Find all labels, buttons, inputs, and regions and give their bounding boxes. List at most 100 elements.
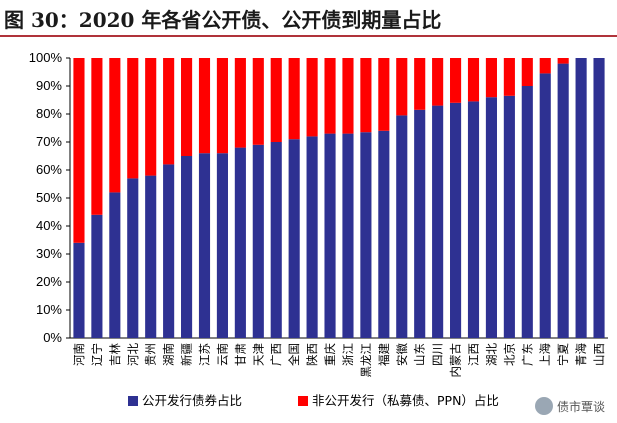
x-tick-label: 河北 bbox=[126, 343, 140, 366]
bar-public bbox=[450, 102, 462, 338]
bar-nonpublic bbox=[503, 58, 515, 96]
bar-public bbox=[575, 58, 587, 338]
bar-public bbox=[234, 147, 246, 338]
bar-public bbox=[593, 58, 605, 338]
x-tick-label: 宁夏 bbox=[556, 343, 570, 366]
x-tick-label: 湖南 bbox=[162, 343, 176, 366]
y-tick-label: 30% bbox=[36, 246, 62, 261]
y-tick-label: 0% bbox=[43, 330, 62, 345]
bar-nonpublic bbox=[414, 58, 426, 110]
x-tick-label: 天津 bbox=[251, 343, 265, 366]
bar-nonpublic bbox=[306, 58, 318, 137]
bar-nonpublic bbox=[145, 58, 157, 176]
bar-nonpublic bbox=[521, 58, 533, 86]
y-tick-label: 50% bbox=[36, 190, 62, 205]
bar-nonpublic bbox=[91, 58, 103, 215]
bar-public bbox=[181, 156, 193, 338]
bar-nonpublic bbox=[539, 58, 551, 74]
bar-public bbox=[288, 139, 300, 338]
bar-nonpublic bbox=[288, 58, 300, 140]
bar-nonpublic bbox=[127, 58, 139, 179]
bar-nonpublic bbox=[234, 58, 246, 148]
bar-public bbox=[360, 132, 372, 338]
bar-nonpublic bbox=[378, 58, 390, 131]
legend-swatch-public bbox=[128, 396, 138, 406]
bar-nonpublic bbox=[485, 58, 497, 98]
bar-nonpublic bbox=[73, 58, 85, 243]
x-tick-label: 青海 bbox=[574, 343, 588, 366]
bar-public bbox=[485, 97, 497, 338]
bar-nonpublic bbox=[467, 58, 480, 102]
bar-public bbox=[414, 109, 426, 338]
bar-public bbox=[163, 164, 175, 338]
legend-label-nonpublic: 非公开发行（私募债、PPN）占比 bbox=[312, 393, 499, 408]
x-tick-label: 云南 bbox=[215, 343, 229, 366]
x-tick-label: 福建 bbox=[377, 343, 391, 366]
bar-nonpublic bbox=[342, 58, 354, 134]
y-tick-label: 90% bbox=[36, 78, 62, 93]
bar-nonpublic bbox=[252, 58, 264, 145]
page-title: 图 30：2020 年各省公开债、公开债到期量占比 bbox=[4, 8, 442, 32]
y-tick-label: 10% bbox=[36, 302, 62, 317]
x-tick-label: 山西 bbox=[592, 343, 606, 366]
x-tick-label: 吉林 bbox=[108, 343, 122, 366]
title-bar: 图 30：2020 年各省公开债、公开债到期量占比 bbox=[0, 0, 617, 40]
bar-nonpublic bbox=[181, 58, 193, 156]
x-tick-label: 陕西 bbox=[305, 343, 319, 366]
bar-public bbox=[270, 142, 282, 338]
bar-public bbox=[324, 133, 336, 338]
bar-nonpublic bbox=[270, 58, 282, 142]
y-tick-label: 80% bbox=[36, 106, 62, 121]
x-tick-label: 辽宁 bbox=[90, 343, 104, 366]
bar-public bbox=[539, 73, 551, 339]
x-tick-label: 河南 bbox=[72, 343, 86, 366]
x-tick-label: 浙江 bbox=[341, 343, 355, 366]
x-tick-label: 广西 bbox=[269, 343, 283, 366]
bar-public bbox=[252, 144, 264, 338]
y-tick-label: 40% bbox=[36, 218, 62, 233]
x-tick-label: 江苏 bbox=[198, 343, 212, 366]
bar-nonpublic bbox=[198, 58, 211, 154]
bar-public bbox=[91, 214, 103, 338]
y-tick-label: 100% bbox=[29, 50, 63, 65]
bar-nonpublic bbox=[450, 58, 462, 103]
bar-public bbox=[342, 133, 354, 338]
x-tick-label: 北京 bbox=[502, 343, 516, 366]
legend-label-public: 公开发行债券占比 bbox=[142, 393, 242, 408]
bar-public bbox=[109, 192, 121, 338]
y-tick-label: 20% bbox=[36, 274, 62, 289]
bar-public bbox=[306, 136, 318, 338]
bar-public bbox=[503, 95, 515, 338]
bar-nonpublic bbox=[396, 58, 408, 116]
x-tick-label: 新疆 bbox=[180, 343, 194, 366]
x-tick-label: 内蒙古 bbox=[449, 343, 463, 378]
x-tick-label: 上海 bbox=[538, 343, 552, 366]
x-tick-label: 重庆 bbox=[323, 343, 337, 366]
y-tick-label: 60% bbox=[36, 162, 62, 177]
bar-nonpublic bbox=[216, 58, 228, 154]
title-underline bbox=[0, 35, 617, 37]
x-tick-label: 全国 bbox=[287, 343, 301, 366]
bar-public bbox=[73, 242, 85, 338]
bar-public bbox=[378, 130, 390, 338]
y-tick-label: 70% bbox=[36, 134, 62, 149]
x-tick-label: 广东 bbox=[520, 343, 534, 366]
bar-public bbox=[432, 105, 444, 338]
bar-nonpublic bbox=[557, 58, 569, 64]
bar-public bbox=[198, 153, 211, 338]
x-tick-label: 四川 bbox=[431, 343, 445, 366]
watermark: 债市覃谈 bbox=[534, 397, 605, 415]
x-tick-label: 山东 bbox=[413, 343, 427, 366]
bar-nonpublic bbox=[360, 58, 372, 133]
bar-nonpublic bbox=[432, 58, 444, 106]
wechat-icon bbox=[534, 397, 553, 415]
bar-public bbox=[216, 153, 228, 338]
x-tick-label: 江西 bbox=[467, 343, 481, 366]
stacked-bar-chart: 0% 10% 20% 30% 40% 50% 60% 70% 80% 90% 100% 河南 辽宁 吉林河… bbox=[29, 50, 608, 408]
x-tick-label: 甘肃 bbox=[233, 343, 247, 366]
bar-public bbox=[127, 178, 139, 338]
bar-nonpublic bbox=[109, 58, 121, 193]
bar-public bbox=[557, 63, 569, 338]
x-tick-label: 黑龙江 bbox=[359, 343, 373, 378]
x-tick-label: 安徽 bbox=[395, 343, 409, 366]
